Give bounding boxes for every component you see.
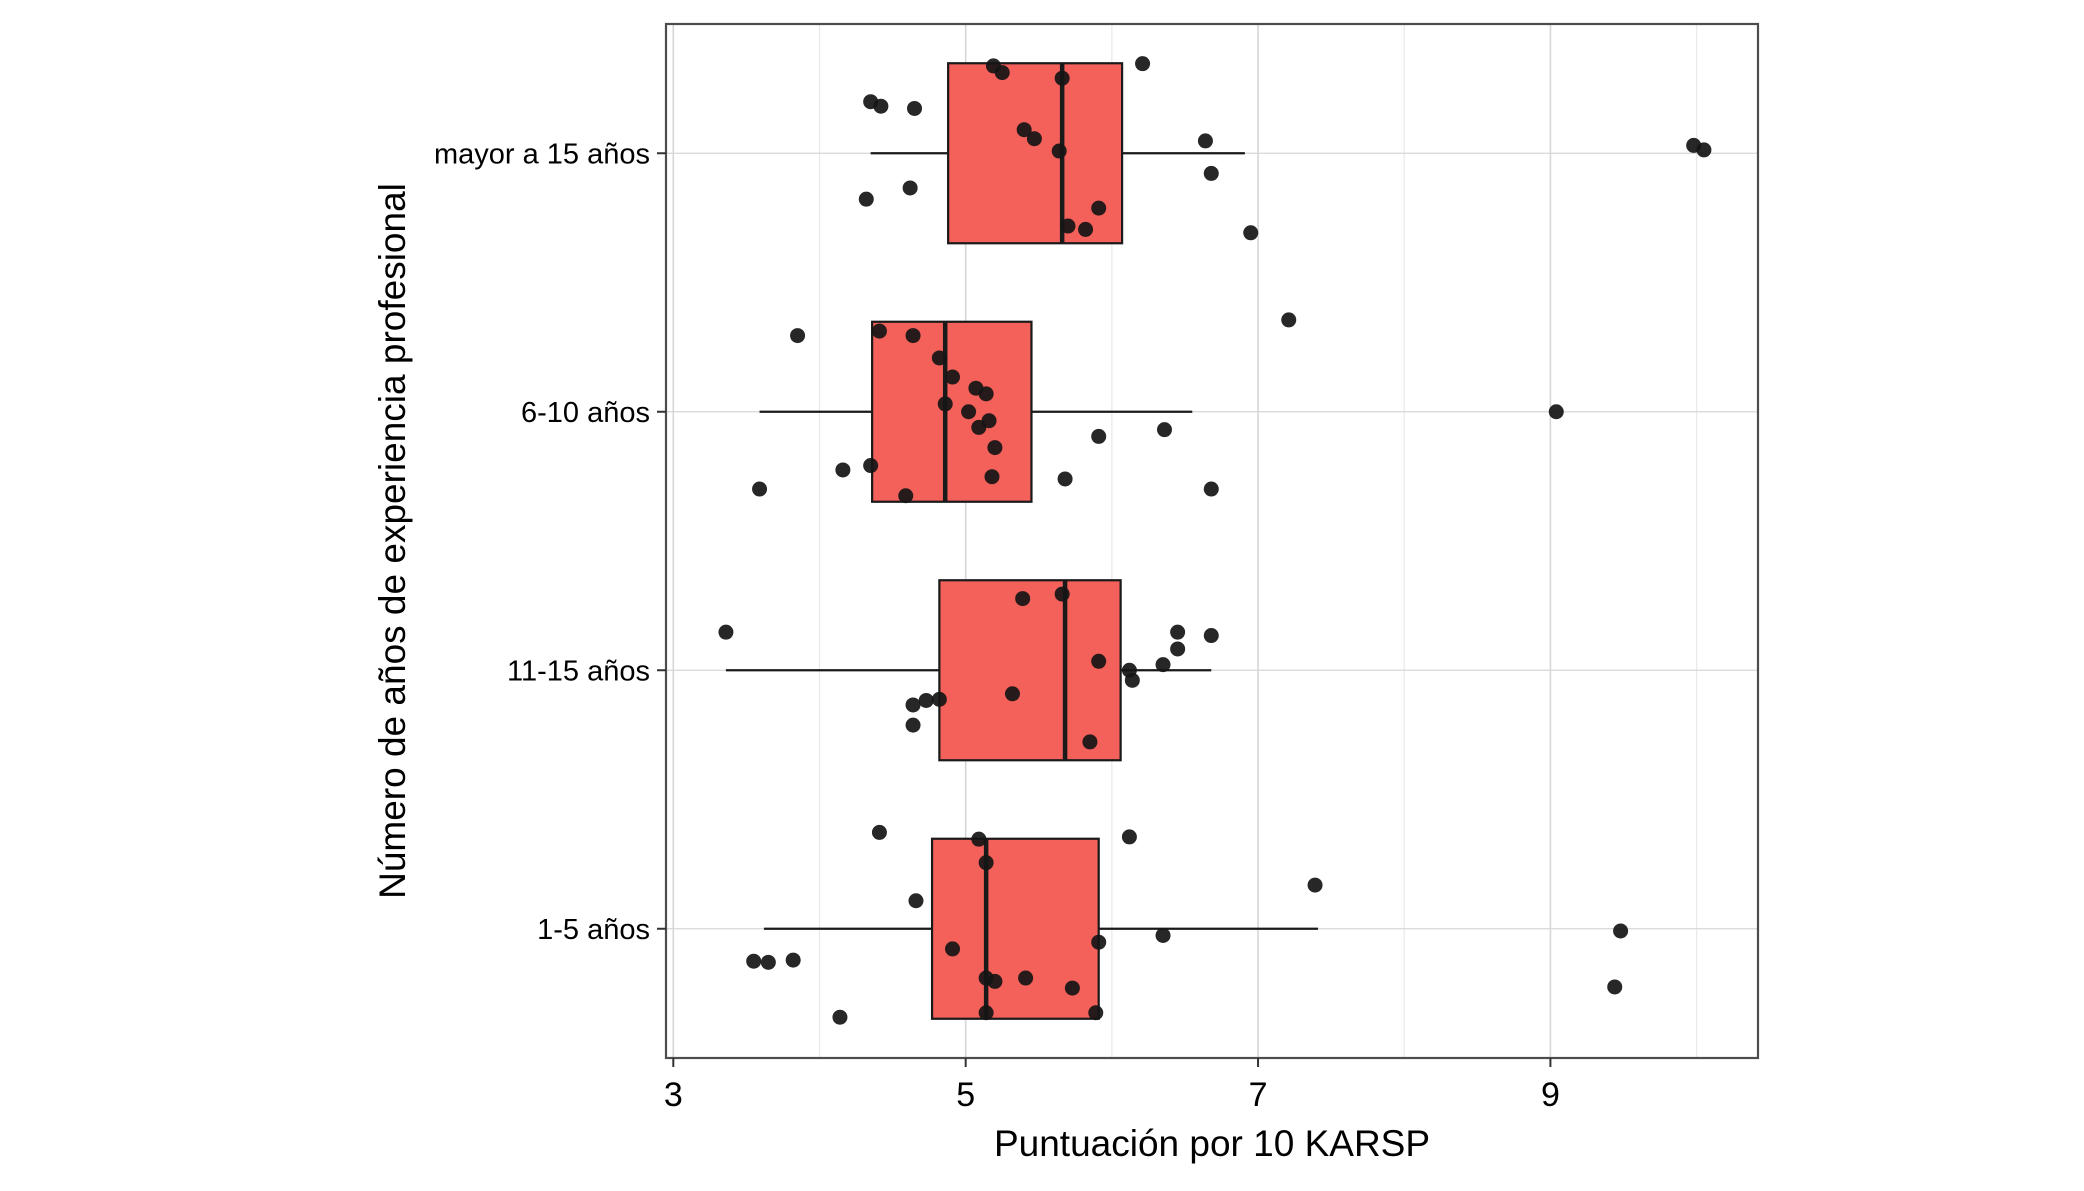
- jitter-point: [1155, 927, 1171, 943]
- plot-area: 3 5 7 9 mayor a 15 años 6-10 años 11-15 años 1-…: [434, 22, 1760, 1114]
- jitter-point: [907, 100, 923, 116]
- jitter-point: [937, 396, 953, 412]
- jitter-point: [1203, 481, 1219, 497]
- jitter-point: [978, 855, 994, 871]
- box: [947, 62, 1124, 245]
- jitter-point: [1054, 586, 1070, 602]
- jitter-point: [1203, 628, 1219, 644]
- jitter-point: [1121, 829, 1137, 845]
- box: [871, 320, 1033, 503]
- x-tick-label: 7: [1249, 1076, 1268, 1114]
- jitter-point: [1057, 471, 1073, 487]
- jitter-point: [1124, 672, 1140, 688]
- jitter-point: [1064, 980, 1080, 996]
- jitter-point: [1016, 122, 1032, 138]
- jitter-point: [871, 323, 887, 339]
- jitter-point: [1156, 422, 1172, 438]
- jitter-point: [1018, 970, 1034, 986]
- jitter-point: [871, 824, 887, 840]
- jitter-point: [858, 191, 874, 207]
- jitter-point: [971, 419, 987, 435]
- jitter-point: [1091, 200, 1107, 216]
- box: [938, 579, 1122, 762]
- jitter-point: [984, 469, 1000, 485]
- jitter-point: [945, 941, 961, 957]
- jitter-point: [898, 488, 914, 504]
- jitter-point: [1026, 131, 1042, 147]
- jitter-point: [905, 328, 921, 344]
- jitter-point: [1607, 979, 1623, 995]
- jitter-point: [1091, 653, 1107, 669]
- jitter-point: [931, 350, 947, 366]
- jitter-point: [1203, 165, 1219, 181]
- jitter-point: [1091, 428, 1107, 444]
- jitter-point: [1307, 877, 1323, 893]
- x-tick-label: 5: [956, 1076, 975, 1114]
- jitter-point: [1088, 1005, 1104, 1021]
- x-tick-label: 9: [1541, 1076, 1560, 1114]
- jitter-point: [905, 717, 921, 733]
- jitter-point: [1078, 221, 1094, 237]
- x-axis-title: Puntuación por 10 KARSP: [994, 1123, 1430, 1164]
- jitter-point: [994, 65, 1010, 81]
- jitter-point: [1015, 591, 1031, 607]
- jitter-point: [1281, 312, 1297, 328]
- jitter-point: [978, 386, 994, 402]
- jitter-point: [863, 458, 879, 474]
- jitter-point: [1004, 686, 1020, 702]
- jitter-point: [902, 180, 918, 196]
- y-tick-label: 11-15 años: [507, 655, 650, 687]
- y-axis-title: Número de años de experiencia profesiona…: [372, 183, 413, 899]
- jitter-point: [905, 697, 921, 713]
- y-tick-label: mayor a 15 años: [434, 138, 650, 170]
- jitter-point: [1243, 225, 1259, 241]
- jitter-point: [746, 953, 762, 969]
- jitter-point: [1613, 923, 1629, 939]
- jitter-point: [971, 831, 987, 847]
- jitter-point: [760, 954, 776, 970]
- y-tick-label: 1-5 años: [537, 914, 650, 946]
- panel-background: [666, 24, 1758, 1058]
- jitter-point: [1082, 734, 1098, 750]
- panel-border: [664, 22, 1760, 1060]
- jitter-point: [945, 369, 961, 385]
- y-tick-label: 6-10 años: [521, 397, 650, 429]
- jitter-point: [785, 952, 801, 968]
- jitter-point: [873, 98, 889, 114]
- jitter-point: [1051, 143, 1067, 159]
- jitter-point: [1155, 657, 1171, 673]
- jitter-point: [1091, 934, 1107, 950]
- jitter-point: [790, 328, 806, 344]
- jitter-point: [961, 404, 977, 420]
- jitter-point: [1054, 70, 1070, 86]
- jitter-point: [987, 440, 1003, 456]
- jitter-point: [918, 692, 934, 708]
- jitter-point: [752, 481, 768, 497]
- jitter-point: [1170, 641, 1186, 657]
- jitter-point: [987, 973, 1003, 989]
- jitter-point: [1197, 133, 1213, 149]
- jitter-point: [1170, 624, 1186, 640]
- jitter-point: [835, 462, 851, 478]
- x-tick-label: 3: [664, 1076, 683, 1114]
- jitter-point: [1135, 56, 1151, 72]
- jitter-point: [931, 691, 947, 707]
- jitter-point: [908, 893, 924, 909]
- jitter-point: [1548, 404, 1564, 420]
- jitter-point: [832, 1009, 848, 1025]
- jitter-point: [978, 1005, 994, 1021]
- jitter-point: [1060, 218, 1076, 234]
- jitter-point: [718, 624, 734, 640]
- jitter-point: [1696, 142, 1712, 158]
